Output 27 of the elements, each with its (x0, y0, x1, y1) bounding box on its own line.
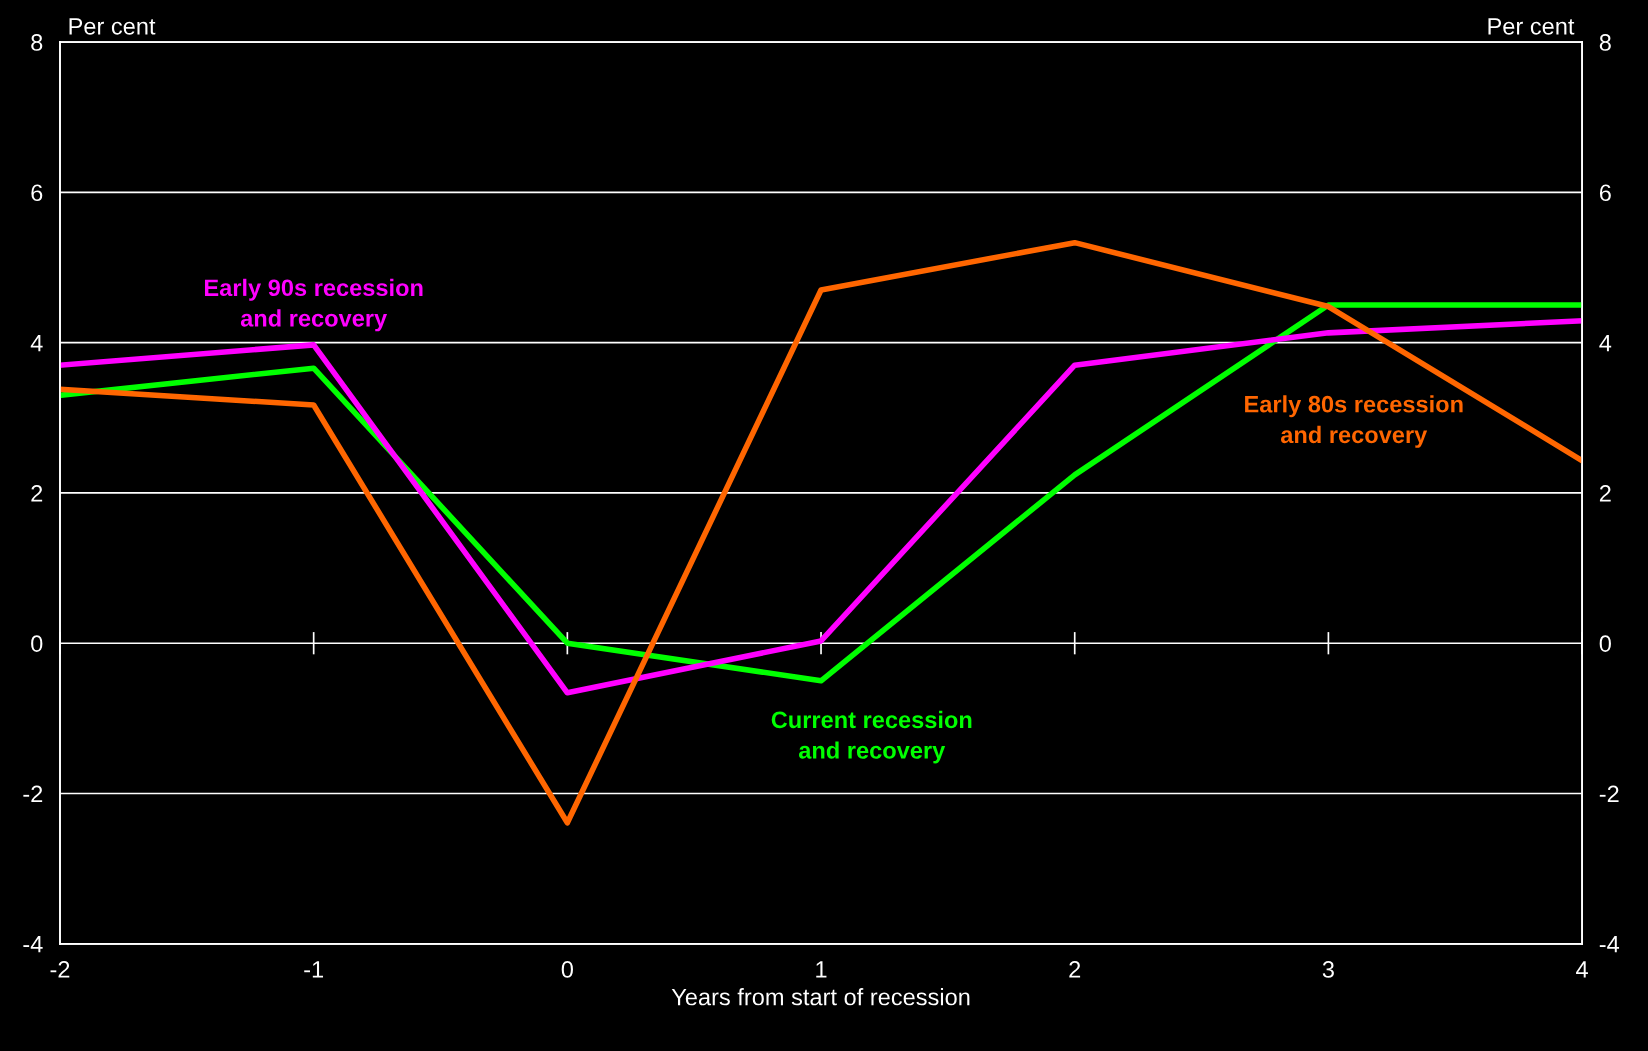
y2-tick-label: -4 (1599, 936, 1620, 953)
y2-tick-label: -2 (1599, 785, 1619, 803)
x-tick-label: 3 (1322, 961, 1334, 978)
series-label: Early 80s recession and recovery (1245, 395, 1463, 448)
y2-tick-label: 4 (1599, 334, 1612, 352)
x-axis-title: Years from start of recession (671, 988, 970, 1006)
y-tick-label: -2 (23, 785, 43, 803)
y2-tick-label: 8 (1599, 34, 1611, 51)
x-tick-label: 1 (816, 961, 827, 978)
x-tick-label: 0 (561, 961, 573, 978)
y2-tick-label: 2 (1599, 484, 1611, 502)
y-axis-title: Per cent (69, 18, 156, 35)
y-tick-label: 0 (31, 635, 43, 652)
x-tick-label: 2 (1069, 961, 1081, 978)
x-tick-label: -2 (50, 961, 70, 978)
y-tick-label: 6 (31, 184, 43, 202)
y-tick-label: 8 (31, 34, 43, 51)
x-tick-label: 4 (1576, 961, 1588, 978)
y2-tick-label: 6 (1599, 184, 1611, 202)
series-label: Current recession and recovery (771, 710, 972, 764)
y2-tick-label: 0 (1599, 635, 1611, 652)
y-tick-label: 4 (30, 334, 43, 352)
x-tick-label: -1 (304, 961, 324, 978)
y2-axis-title: Per cent (1488, 18, 1575, 35)
series-label: Early 90s recession and recovery (204, 278, 423, 332)
y-tick-label: -4 (23, 936, 43, 953)
y-tick-label: 2 (31, 484, 43, 502)
